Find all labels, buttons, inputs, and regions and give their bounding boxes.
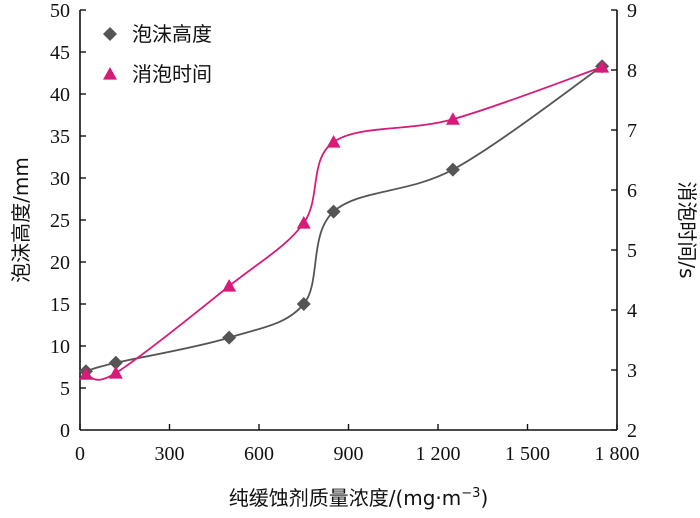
legend-label-2: 消泡时间 — [132, 62, 212, 86]
x-tick-label: 1 200 — [416, 443, 461, 465]
series-2-point — [445, 112, 460, 125]
y-right-tick-label: 3 — [627, 360, 637, 382]
y-left-tick-label: 45 — [50, 42, 70, 64]
y-left-tick-label: 15 — [50, 294, 70, 316]
y-right-tick-label: 2 — [627, 420, 637, 442]
y-right-tick-label: 5 — [627, 240, 637, 262]
series-2-point — [595, 60, 610, 73]
y-left-tick-label: 50 — [50, 0, 70, 22]
series-2-point — [296, 216, 311, 229]
x-tick-label: 1 800 — [595, 443, 640, 465]
series-line-1 — [85, 65, 603, 373]
y-right-tick-label: 9 — [627, 0, 637, 22]
series-line-2 — [85, 66, 603, 381]
y-axis-right-label: 消泡时间/s — [675, 181, 699, 278]
x-tick-label: 300 — [155, 443, 185, 465]
y-left-tick-label: 0 — [60, 420, 70, 442]
legend-marker-2 — [103, 67, 117, 80]
series-2-point — [326, 135, 341, 148]
y-left-tick-label: 10 — [50, 336, 70, 358]
y-axis-left-label: 泡沫高度/mm — [9, 157, 33, 283]
y-right-tick-label: 7 — [627, 120, 637, 142]
y-left-tick-label: 40 — [50, 84, 70, 106]
x-tick-label: 0 — [75, 443, 85, 465]
y-right-tick-label: 6 — [627, 180, 637, 202]
x-tick-label: 600 — [244, 443, 274, 465]
y-right-tick-label: 4 — [627, 300, 637, 322]
x-axis-label: 纯缓蚀剂质量浓度/(mg·m−3) — [229, 486, 489, 510]
legend-label-1: 泡沫高度 — [132, 22, 212, 46]
y-left-tick-label: 30 — [50, 168, 70, 190]
x-tick-label: 1 500 — [505, 443, 550, 465]
series-1-point — [296, 297, 311, 311]
y-left-tick-label: 35 — [50, 126, 70, 148]
series-1-point — [326, 204, 341, 219]
series-1-point — [445, 162, 460, 177]
series-2-point — [222, 279, 237, 292]
y-left-tick-label: 5 — [60, 378, 70, 400]
y-right-tick-label: 8 — [627, 60, 637, 82]
x-tick-label: 900 — [334, 443, 364, 465]
y-left-tick-label: 25 — [50, 210, 70, 232]
series-2-point — [108, 366, 123, 379]
series-1-point — [108, 355, 123, 370]
series-2-point — [78, 367, 93, 380]
legend-marker-1 — [103, 27, 117, 41]
y-left-tick-label: 20 — [50, 252, 70, 274]
series-1-point — [222, 330, 237, 345]
